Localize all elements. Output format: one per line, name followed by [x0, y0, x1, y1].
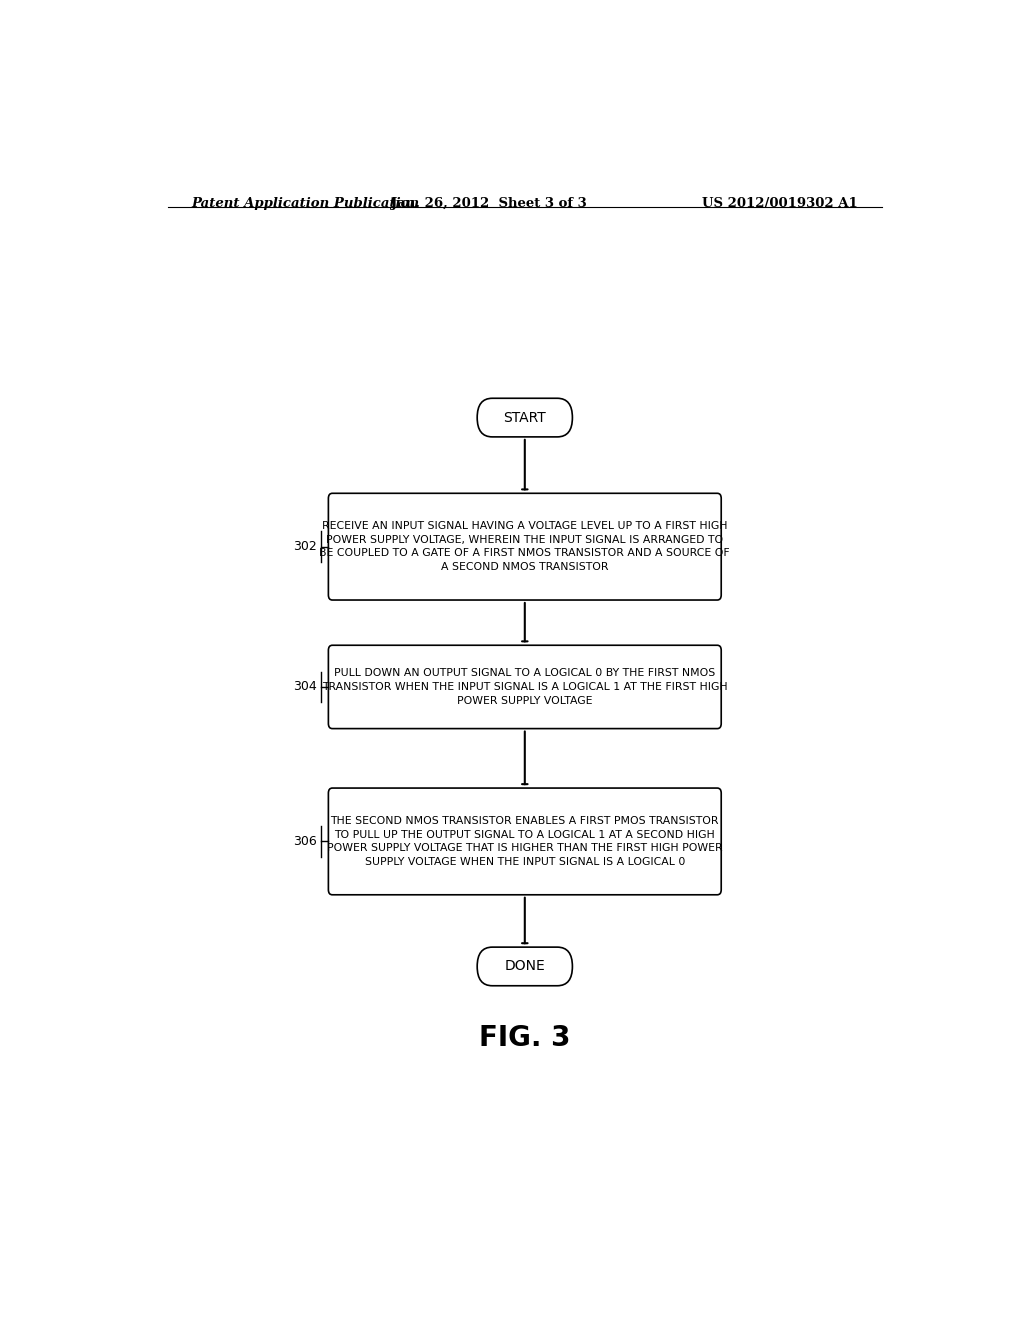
Text: DONE: DONE	[505, 960, 545, 973]
FancyBboxPatch shape	[329, 788, 721, 895]
Text: PULL DOWN AN OUTPUT SIGNAL TO A LOGICAL 0 BY THE FIRST NMOS
TRANSISTOR WHEN THE : PULL DOWN AN OUTPUT SIGNAL TO A LOGICAL …	[322, 668, 728, 705]
Text: START: START	[504, 411, 546, 425]
Text: Jan. 26, 2012  Sheet 3 of 3: Jan. 26, 2012 Sheet 3 of 3	[391, 197, 587, 210]
Text: US 2012/0019302 A1: US 2012/0019302 A1	[702, 197, 858, 210]
Text: FIG. 3: FIG. 3	[479, 1023, 570, 1052]
Text: 306: 306	[293, 836, 316, 847]
FancyBboxPatch shape	[477, 399, 572, 437]
Text: 302: 302	[293, 540, 316, 553]
Text: Patent Application Publication: Patent Application Publication	[191, 197, 420, 210]
Text: 304: 304	[293, 680, 316, 693]
Text: THE SECOND NMOS TRANSISTOR ENABLES A FIRST PMOS TRANSISTOR
TO PULL UP THE OUTPUT: THE SECOND NMOS TRANSISTOR ENABLES A FIR…	[327, 816, 723, 867]
FancyBboxPatch shape	[477, 948, 572, 986]
FancyBboxPatch shape	[329, 494, 721, 601]
FancyBboxPatch shape	[329, 645, 721, 729]
Text: RECEIVE AN INPUT SIGNAL HAVING A VOLTAGE LEVEL UP TO A FIRST HIGH
POWER SUPPLY V: RECEIVE AN INPUT SIGNAL HAVING A VOLTAGE…	[319, 521, 730, 572]
